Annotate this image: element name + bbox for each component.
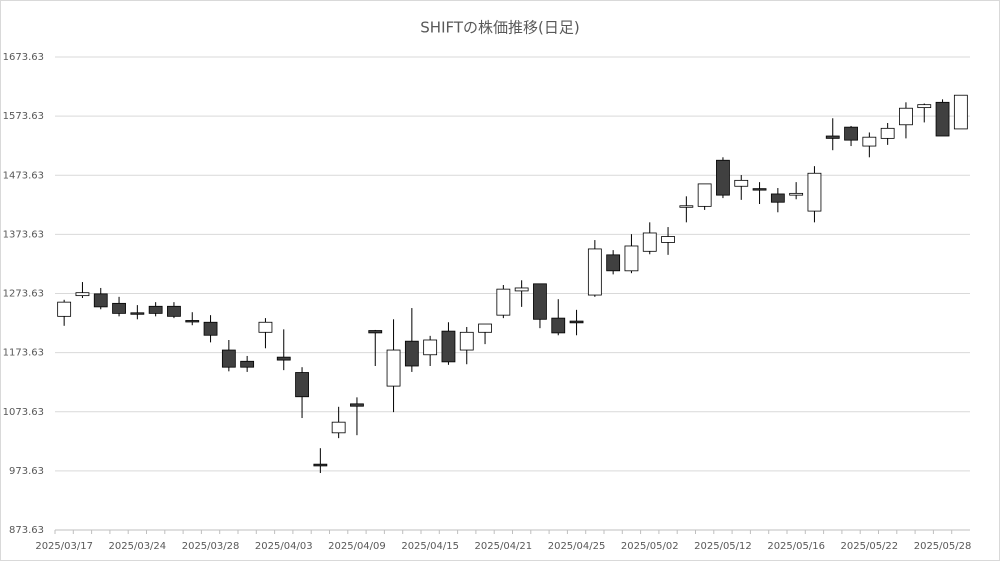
candle-body — [770, 193, 785, 203]
y-tick-label: 1373.63 — [3, 229, 44, 240]
candle-body — [917, 104, 932, 109]
x-tick-label: 2025/05/02 — [621, 541, 679, 552]
candle-body — [569, 320, 584, 324]
x-tick-label: 2025/03/24 — [109, 541, 167, 552]
y-tick-label: 1573.63 — [3, 111, 44, 122]
candle-body — [844, 126, 858, 141]
x-tick-label: 2025/05/12 — [694, 541, 752, 552]
x-tick-label: 2025/04/03 — [255, 541, 313, 552]
candle-body — [203, 321, 218, 336]
candle-body — [185, 320, 200, 323]
x-tick-label: 2025/04/15 — [401, 541, 459, 552]
x-tick-label: 2025/05/22 — [841, 541, 899, 552]
candle-body — [587, 248, 602, 296]
y-tick-label: 1273.63 — [3, 289, 44, 300]
candle-body — [624, 245, 639, 272]
candle-body — [331, 421, 346, 434]
candle-body — [93, 293, 108, 308]
x-tick-label: 2025/04/25 — [548, 541, 606, 552]
candle-body — [350, 403, 364, 407]
candle-body — [276, 356, 291, 361]
candle-body — [148, 305, 163, 314]
candle-body — [496, 288, 511, 316]
y-tick-label: 1473.63 — [3, 170, 44, 181]
candle-body — [551, 317, 566, 334]
candle-body — [130, 312, 145, 315]
candle-body — [661, 236, 675, 243]
y-tick-label: 1673.63 — [3, 52, 44, 63]
candle-body — [112, 302, 126, 314]
x-tick-label: 2025/05/16 — [767, 541, 825, 552]
y-tick-label: 873.63 — [9, 525, 44, 536]
candle-body — [935, 101, 950, 137]
candle-body — [899, 107, 913, 126]
candle-body — [368, 330, 383, 334]
candle-body — [404, 340, 419, 367]
y-tick-label: 973.63 — [9, 466, 44, 477]
x-tick-label: 2025/03/28 — [182, 541, 240, 552]
candle-body — [514, 287, 529, 292]
candle-body — [716, 159, 730, 196]
candle-body — [441, 330, 456, 363]
candle-body — [679, 205, 694, 208]
candle-body — [313, 463, 328, 467]
chart-title: SHIFTの株価推移(日足) — [420, 19, 579, 37]
candle-body — [533, 283, 547, 320]
x-tick-label: 2025/04/21 — [475, 541, 533, 552]
candle-body — [75, 292, 90, 297]
candle-body — [825, 135, 840, 139]
candle-body — [57, 301, 72, 317]
y-tick-label: 1173.63 — [3, 348, 44, 359]
candle-body — [642, 232, 657, 252]
candle-body — [240, 360, 255, 368]
x-tick-label: 2025/04/09 — [328, 541, 386, 552]
candle-body — [880, 127, 895, 139]
candle-body — [734, 179, 749, 187]
candle-body — [386, 349, 401, 387]
candle-body — [807, 172, 822, 212]
candle-body — [789, 192, 804, 196]
candle-body — [459, 331, 474, 351]
y-tick-label: 1073.63 — [3, 407, 44, 418]
candle-body — [606, 254, 621, 272]
candle-body — [167, 305, 181, 317]
candle-body — [862, 136, 877, 147]
x-tick-label: 2025/03/17 — [35, 541, 93, 552]
candle-body — [295, 372, 309, 398]
x-tick-label: 2025/05/28 — [914, 541, 972, 552]
candle-body — [697, 183, 712, 207]
candle-body — [221, 349, 236, 368]
candle-body — [423, 339, 438, 356]
candle-body — [752, 188, 767, 191]
candle-body — [258, 321, 273, 333]
candle-body — [478, 323, 492, 333]
candle-body — [953, 94, 968, 130]
